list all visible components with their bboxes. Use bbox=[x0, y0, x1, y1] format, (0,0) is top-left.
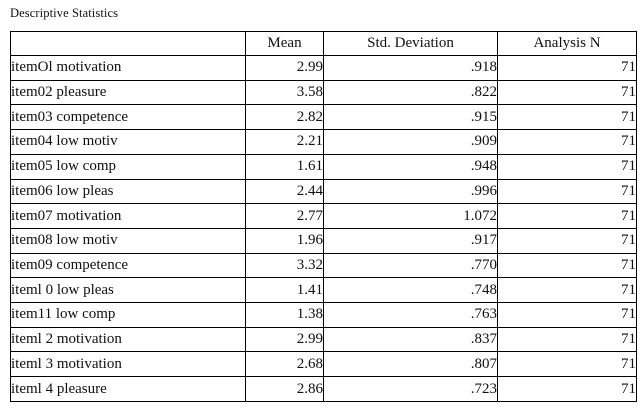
sd-cell: .837 bbox=[323, 326, 498, 353]
table-row: item05 low comp 1.61 .948 71 bbox=[10, 153, 637, 180]
sd-cell: .822 bbox=[323, 79, 498, 106]
mean-cell: 3.32 bbox=[245, 252, 324, 279]
sd-cell: .807 bbox=[323, 351, 498, 378]
table-row: item09 competence 3.32 .770 71 bbox=[10, 252, 637, 279]
n-cell: 71 bbox=[497, 55, 637, 81]
sd-cell: .915 bbox=[323, 104, 498, 131]
header-blank-cell bbox=[10, 31, 246, 56]
header-std-deviation: Std. Deviation bbox=[323, 31, 498, 56]
table-row: item02 pleasure 3.58 .822 71 bbox=[10, 79, 637, 106]
sd-cell: .723 bbox=[323, 376, 498, 402]
row-label: item03 competence bbox=[10, 104, 246, 131]
mean-cell: 1.61 bbox=[245, 153, 324, 180]
n-cell: 71 bbox=[497, 178, 637, 205]
n-cell: 71 bbox=[497, 227, 637, 254]
table-row: iteml 2 motivation 2.99 .837 71 bbox=[10, 326, 637, 353]
n-cell: 71 bbox=[497, 153, 637, 180]
table-row: iteml 4 pleasure 2.86 .723 71 bbox=[10, 376, 637, 402]
table-row: item04 low motiv 2.21 .909 71 bbox=[10, 129, 637, 155]
row-label: iteml 3 motivation bbox=[10, 351, 246, 378]
table-row: itemOl motivation 2.99 .918 71 bbox=[10, 55, 637, 81]
row-label: item11 low comp bbox=[10, 302, 246, 328]
header-mean: Mean bbox=[245, 31, 324, 56]
row-label: item07 motivation bbox=[10, 203, 246, 229]
mean-cell: 3.58 bbox=[245, 79, 324, 106]
row-label: iteml 0 low pleas bbox=[10, 277, 246, 304]
table-row: item07 motivation 2.77 1.072 71 bbox=[10, 203, 637, 229]
sd-cell: .996 bbox=[323, 178, 498, 205]
n-cell: 71 bbox=[497, 252, 637, 279]
n-cell: 71 bbox=[497, 79, 637, 106]
descriptive-statistics-table: Mean Std. Deviation Analysis N itemOl mo… bbox=[10, 31, 637, 402]
table-row: item11 low comp 1.38 .763 71 bbox=[10, 302, 637, 328]
n-cell: 71 bbox=[497, 277, 637, 304]
mean-cell: 1.96 bbox=[245, 227, 324, 254]
mean-cell: 2.82 bbox=[245, 104, 324, 131]
sd-cell: 1.072 bbox=[323, 203, 498, 229]
n-cell: 71 bbox=[497, 129, 637, 155]
n-cell: 71 bbox=[497, 302, 637, 328]
n-cell: 71 bbox=[497, 376, 637, 402]
header-row: Mean Std. Deviation Analysis N bbox=[10, 31, 637, 56]
table-body: itemOl motivation 2.99 .918 71 item02 pl… bbox=[10, 55, 637, 402]
table-row: iteml 0 low pleas 1.41 .748 71 bbox=[10, 277, 637, 304]
mean-cell: 1.41 bbox=[245, 277, 324, 304]
header-analysis-n: Analysis N bbox=[497, 31, 637, 56]
table-row: iteml 3 motivation 2.68 .807 71 bbox=[10, 351, 637, 378]
mean-cell: 2.99 bbox=[245, 55, 324, 81]
mean-cell: 2.68 bbox=[245, 351, 324, 378]
n-cell: 71 bbox=[497, 104, 637, 131]
mean-cell: 2.99 bbox=[245, 326, 324, 353]
n-cell: 71 bbox=[497, 203, 637, 229]
sd-cell: .948 bbox=[323, 153, 498, 180]
sd-cell: .763 bbox=[323, 302, 498, 328]
table-row: item03 competence 2.82 .915 71 bbox=[10, 104, 637, 131]
row-label: item06 low pleas bbox=[10, 178, 246, 205]
row-label: itemOl motivation bbox=[10, 55, 246, 81]
row-label: item08 low motiv bbox=[10, 227, 246, 254]
row-label: item04 low motiv bbox=[10, 129, 246, 155]
sd-cell: .918 bbox=[323, 55, 498, 81]
sd-cell: .909 bbox=[323, 129, 498, 155]
mean-cell: 2.77 bbox=[245, 203, 324, 229]
row-label: iteml 4 pleasure bbox=[10, 376, 246, 402]
mean-cell: 1.38 bbox=[245, 302, 324, 328]
mean-cell: 2.21 bbox=[245, 129, 324, 155]
row-label: item09 competence bbox=[10, 252, 246, 279]
row-label: item05 low comp bbox=[10, 153, 246, 180]
table-row: item08 low motiv 1.96 .917 71 bbox=[10, 227, 637, 254]
n-cell: 71 bbox=[497, 351, 637, 378]
table-title: Descriptive Statistics bbox=[10, 6, 119, 20]
sd-cell: .748 bbox=[323, 277, 498, 304]
table-row: item06 low pleas 2.44 .996 71 bbox=[10, 178, 637, 205]
sd-cell: .917 bbox=[323, 227, 498, 254]
sd-cell: .770 bbox=[323, 252, 498, 279]
mean-cell: 2.44 bbox=[245, 178, 324, 205]
mean-cell: 2.86 bbox=[245, 376, 324, 402]
n-cell: 71 bbox=[497, 326, 637, 353]
row-label: item02 pleasure bbox=[10, 79, 246, 106]
row-label: iteml 2 motivation bbox=[10, 326, 246, 353]
